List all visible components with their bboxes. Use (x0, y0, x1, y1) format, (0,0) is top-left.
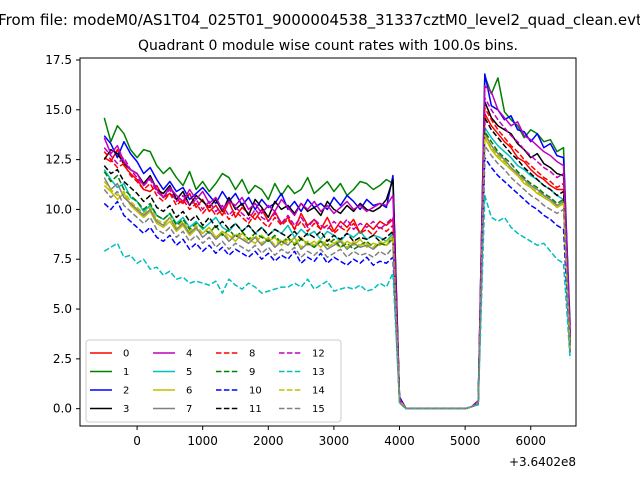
y-tick-label: 17.5 (45, 53, 72, 67)
legend-label-9: 9 (249, 367, 255, 378)
series-line-2 (103, 73, 571, 410)
x-tick-label: 6000 (515, 434, 546, 448)
y-tick-label: 0.0 (53, 402, 72, 416)
legend-label-14: 14 (312, 386, 325, 397)
y-tick-label: 15.0 (45, 103, 72, 117)
y-tick-label: 7.5 (53, 252, 72, 266)
x-offset-label: +3.6402e8 (509, 455, 576, 469)
legend-label-3: 3 (123, 404, 129, 415)
series-line-5 (103, 126, 571, 410)
y-tick-label: 5.0 (53, 302, 72, 316)
chart-suptitle: From file: modeM0/AS1T04_025T01_90000045… (0, 11, 640, 30)
series-line-11 (103, 117, 571, 410)
legend-box (85, 339, 342, 423)
series-line-15 (103, 144, 571, 410)
legend-label-11: 11 (249, 404, 262, 415)
y-tick-label: 10.0 (45, 202, 72, 216)
x-tick-label: 2000 (253, 434, 284, 448)
series-line-13 (103, 194, 571, 410)
series-layer (103, 73, 571, 410)
legend-label-12: 12 (312, 349, 325, 360)
chart-title: Quadrant 0 module wise count rates with … (138, 38, 518, 54)
legend-label-6: 6 (186, 386, 192, 397)
series-line-8 (103, 107, 571, 410)
series-line-10 (103, 156, 571, 410)
y-tick-label: 2.5 (53, 352, 72, 366)
x-tick-label: 4000 (384, 434, 415, 448)
legend-label-0: 0 (123, 349, 129, 360)
series-line-9 (103, 130, 571, 410)
x-tick-label: 0 (133, 434, 141, 448)
legend-label-7: 7 (186, 404, 192, 415)
series-line-14 (103, 134, 571, 410)
legend-label-8: 8 (249, 349, 255, 360)
legend-label-13: 13 (312, 367, 325, 378)
series-line-12 (103, 97, 571, 410)
plot-frame (79, 57, 577, 427)
x-tick-label: 5000 (450, 434, 481, 448)
x-tick-label: 3000 (319, 434, 350, 448)
legend-label-1: 1 (123, 367, 129, 378)
legend-label-5: 5 (186, 367, 192, 378)
legend-label-10: 10 (249, 386, 262, 397)
series-line-0 (103, 113, 571, 410)
series-line-6 (103, 136, 571, 410)
legend-label-2: 2 (123, 386, 129, 397)
x-tick-label: 1000 (187, 434, 218, 448)
y-tick-label: 12.5 (45, 153, 72, 167)
series-line-1 (103, 75, 571, 410)
legend-label-4: 4 (186, 349, 192, 360)
tick-layer: 0 1000 2000 3000 4000 5000 6000 0.0 2.5 5.0 7.5 10.… (45, 53, 546, 448)
legend-label-15: 15 (312, 404, 325, 415)
